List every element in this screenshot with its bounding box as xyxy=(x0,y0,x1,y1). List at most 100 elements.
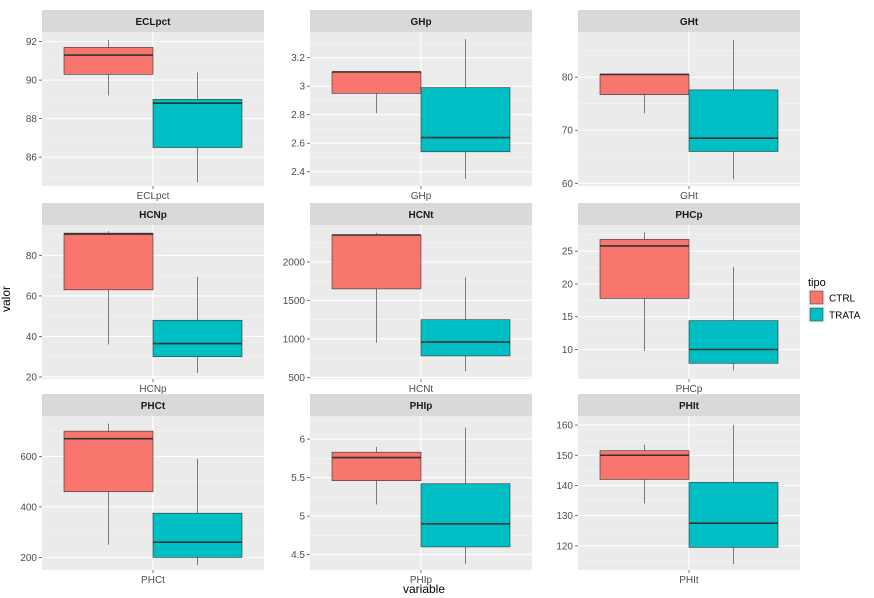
panel-ghp: GHp 2.4 2.6 2.8 3 3.2 GHp xyxy=(291,10,532,202)
box-body xyxy=(688,320,779,364)
box-body xyxy=(688,89,779,152)
box-phit-ctrl xyxy=(599,444,690,504)
strip-label-phip: PHIp xyxy=(410,401,433,412)
x-tick-label: PHCt xyxy=(141,575,165,586)
y-tick-label: 86 xyxy=(26,153,38,164)
strip-phcp xyxy=(578,203,800,225)
box-hcnp-trata xyxy=(152,276,243,373)
y-tick-label: 70 xyxy=(562,126,574,137)
box-body xyxy=(420,87,511,153)
strip-phit xyxy=(578,394,800,416)
strip-label-phit: PHIt xyxy=(679,401,700,412)
y-tick-label: 140 xyxy=(556,481,573,492)
y-axis-title: valor xyxy=(0,286,13,312)
strip-hcnp xyxy=(42,203,264,225)
box-phit-trata xyxy=(688,425,779,564)
strip-label-hcnt: HCNt xyxy=(409,210,435,221)
x-tick-label: ECLpct xyxy=(137,191,170,202)
panel-hcnp: HCNp 20 40 60 80 HCNp xyxy=(26,203,264,395)
legend: tipo CTRL TRATA xyxy=(808,277,861,323)
strip-ghp xyxy=(310,10,532,32)
box-body xyxy=(152,99,243,148)
box-ght-trata xyxy=(688,39,779,180)
box-body xyxy=(599,74,690,95)
y-tick-label: 4.5 xyxy=(291,550,305,561)
box-eclpct-ctrl xyxy=(63,39,154,96)
legend-label-trata: TRATA xyxy=(829,311,861,322)
y-tick-label: 150 xyxy=(556,451,573,462)
box-phct-ctrl xyxy=(63,423,154,545)
legend-label-ctrl: CTRL xyxy=(829,294,856,305)
y-tick-label: 20 xyxy=(562,279,574,290)
box-hcnp-ctrl xyxy=(63,231,154,345)
y-tick-label: 60 xyxy=(26,291,38,302)
strip-label-ghp: GHp xyxy=(410,17,431,28)
y-tick-label: 90 xyxy=(26,76,38,87)
y-tick-label: 5.5 xyxy=(291,473,305,484)
x-tick-label: PHIt xyxy=(679,575,699,586)
panel-phct: PHCt 200 400 600 PHCt xyxy=(20,394,264,586)
y-tick-label: 200 xyxy=(20,553,37,564)
box-ghp-trata xyxy=(420,39,511,179)
box-ght-ctrl xyxy=(599,73,690,114)
x-tick-label: GHp xyxy=(411,191,432,202)
y-tick-label: 120 xyxy=(556,541,573,552)
y-tick-label: 500 xyxy=(288,373,305,384)
box-phcp-ctrl xyxy=(599,232,690,351)
box-phip-trata xyxy=(420,427,511,564)
panel-ght: GHt 60 70 80 GHt xyxy=(562,10,800,202)
panel-phcp: PHCp 10 15 20 25 PHCp xyxy=(562,203,800,395)
box-body xyxy=(420,483,511,548)
y-tick-label: 60 xyxy=(562,179,574,190)
legend-item-trata: TRATA xyxy=(808,306,861,323)
y-tick-label: 5 xyxy=(299,512,305,523)
box-phcp-trata xyxy=(688,266,779,371)
y-tick-label: 2.6 xyxy=(291,139,305,150)
y-tick-label: 3.2 xyxy=(291,53,305,64)
y-tick-label: 40 xyxy=(26,332,38,343)
y-tick-label: 2.4 xyxy=(291,167,305,178)
y-tick-label: 1000 xyxy=(283,334,306,345)
y-tick-label: 400 xyxy=(20,502,37,513)
panels-layer: ECLpct86889092ECLpctGHp2.42.62.833.2GHpG… xyxy=(20,10,800,586)
panel-phip: PHIp 4.5 5 5.5 6 PHIp xyxy=(291,394,532,586)
box-body xyxy=(63,47,154,75)
box-body xyxy=(63,430,154,493)
y-tick-label: 130 xyxy=(556,511,573,522)
panel-hcnt: HCNt 500 1000 1500 2000 HCNt xyxy=(283,203,532,395)
box-hcnt-trata xyxy=(420,277,511,372)
y-tick-label: 2.8 xyxy=(291,110,305,121)
y-tick-label: 1500 xyxy=(283,296,306,307)
strip-label-eclpct: ECLpct xyxy=(136,17,172,28)
legend-swatch-ctrl xyxy=(809,290,824,305)
legend-item-ctrl: CTRL xyxy=(808,289,856,306)
box-phip-ctrl xyxy=(331,446,422,505)
legend-swatch-trata xyxy=(809,307,824,322)
x-tick-label: HCNt xyxy=(409,384,434,395)
y-tick-label: 10 xyxy=(562,345,574,356)
box-body xyxy=(152,512,243,558)
y-tick-label: 2000 xyxy=(283,257,306,268)
y-tick-label: 88 xyxy=(26,114,38,125)
y-tick-label: 92 xyxy=(26,37,38,48)
box-body xyxy=(331,234,422,290)
y-tick-label: 15 xyxy=(562,312,574,323)
box-body xyxy=(331,71,422,94)
strip-label-phcp: PHCp xyxy=(675,210,702,221)
y-tick-label: 80 xyxy=(26,251,38,262)
box-body xyxy=(331,451,422,481)
strip-phct xyxy=(42,394,264,416)
y-tick-label: 25 xyxy=(562,247,574,258)
box-eclpct-trata xyxy=(152,72,243,183)
x-tick-label: PHIp xyxy=(410,575,433,586)
strip-eclpct xyxy=(42,10,264,32)
box-body xyxy=(152,319,243,358)
y-tick-label: 3 xyxy=(299,82,305,93)
box-body xyxy=(420,319,511,357)
box-hcnt-ctrl xyxy=(331,232,422,343)
strip-hcnt xyxy=(310,203,532,225)
y-tick-label: 6 xyxy=(299,435,305,446)
x-tick-label: GHt xyxy=(680,191,698,202)
y-tick-label: 160 xyxy=(556,421,573,432)
legend-title: tipo xyxy=(808,277,826,289)
